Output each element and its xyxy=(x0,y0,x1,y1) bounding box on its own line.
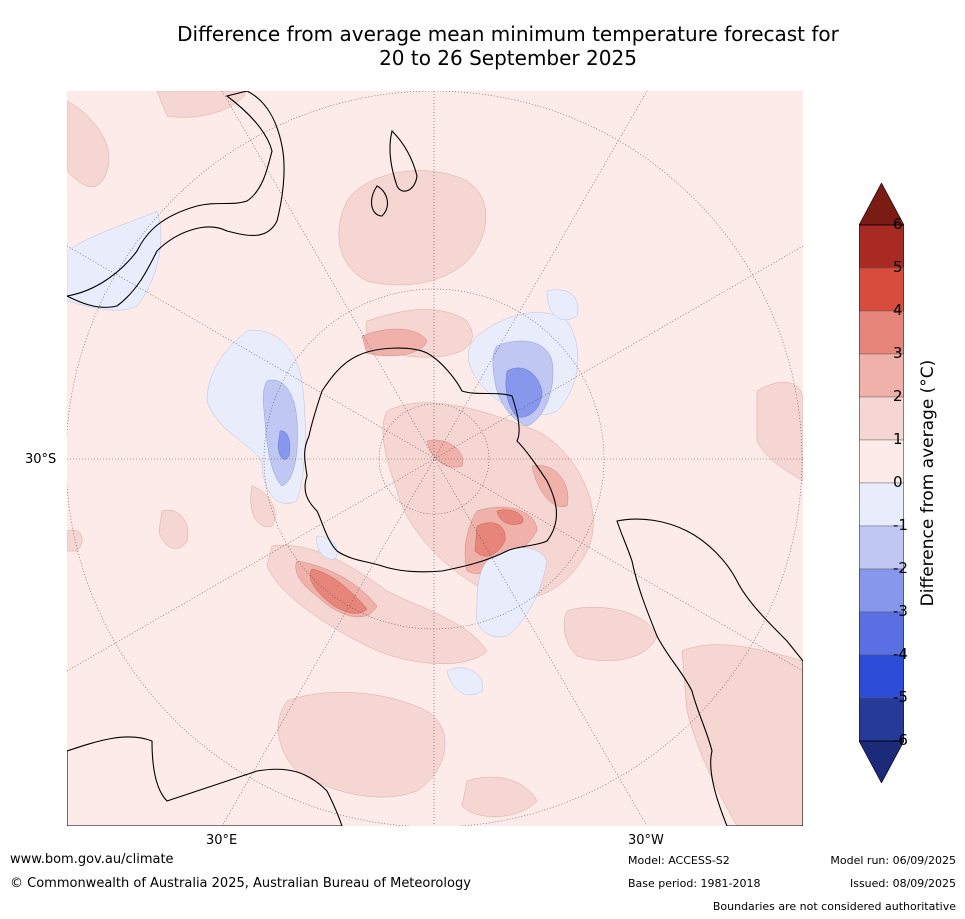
colorbar-tick-label: -1 xyxy=(893,516,908,534)
lon-label-30w: 30°W xyxy=(628,833,664,848)
title-line-1: Difference from average mean minimum tem… xyxy=(177,22,839,46)
colorbar-segments xyxy=(859,183,904,783)
coastlines xyxy=(67,91,803,826)
colorbar-tick-label: 6 xyxy=(893,215,903,233)
lon-label-30e: 30°E xyxy=(206,833,238,848)
polar-map xyxy=(67,91,803,826)
colorbar-segment xyxy=(859,396,904,441)
footer-model-run: Model run: 06/09/2025 xyxy=(830,854,956,867)
colorbar-tick-label: 2 xyxy=(893,387,903,405)
africa-coastline xyxy=(67,736,343,826)
colorbar-segment xyxy=(859,267,904,312)
colorbar-tick-label: 0 xyxy=(893,473,903,491)
footer-issued: Issued: 08/09/2025 xyxy=(849,877,956,890)
footer-copyright: © Commonwealth of Australia 2025, Austra… xyxy=(10,876,471,891)
australia-coastline xyxy=(67,91,285,308)
colorbar xyxy=(859,183,904,783)
colorbar-segment xyxy=(859,611,904,656)
south-america-coastline xyxy=(616,518,803,826)
colorbar-tick-label: 5 xyxy=(893,258,903,276)
new-zealand-coastline xyxy=(389,129,418,192)
colorbar-tick-label: -4 xyxy=(893,645,908,663)
colorbar-label: Difference from average (°C) xyxy=(918,359,938,607)
title-line-2: 20 to 26 September 2025 xyxy=(379,46,637,70)
colorbar-segment xyxy=(859,353,904,398)
antarctica-coastline xyxy=(304,347,558,573)
footer-base-period: Base period: 1981-2018 xyxy=(628,877,761,890)
colorbar-segment xyxy=(859,654,904,699)
colorbar-segment xyxy=(859,310,904,355)
colorbar-segment xyxy=(859,439,904,484)
colorbar-tick-label: 1 xyxy=(893,430,903,448)
colorbar-tick-label: -3 xyxy=(893,602,908,620)
lat-label-30s: 30°S xyxy=(25,452,57,467)
footer-website[interactable]: www.bom.gov.au/climate xyxy=(10,852,174,867)
map-svg xyxy=(67,91,803,826)
anomaly-plus3-regions xyxy=(309,509,524,614)
chart-title: Difference from average mean minimum tem… xyxy=(50,22,965,70)
colorbar-tick-label: 3 xyxy=(893,344,903,362)
colorbar-tick-label: -5 xyxy=(893,688,908,706)
footer-disclaimer: Boundaries are not considered authoritat… xyxy=(712,900,956,913)
colorbar-segment xyxy=(859,525,904,570)
colorbar-tick-label: -2 xyxy=(893,559,908,577)
graticule xyxy=(67,91,803,826)
footer-model: Model: ACCESS-S2 xyxy=(628,854,730,867)
colorbar-outline xyxy=(859,224,904,742)
colorbar-tick-label: 4 xyxy=(893,301,903,319)
colorbar-segment xyxy=(859,482,904,527)
colorbar-segment xyxy=(859,224,904,269)
colorbar-tick-label: -6 xyxy=(893,731,908,749)
colorbar-segment xyxy=(859,568,904,613)
